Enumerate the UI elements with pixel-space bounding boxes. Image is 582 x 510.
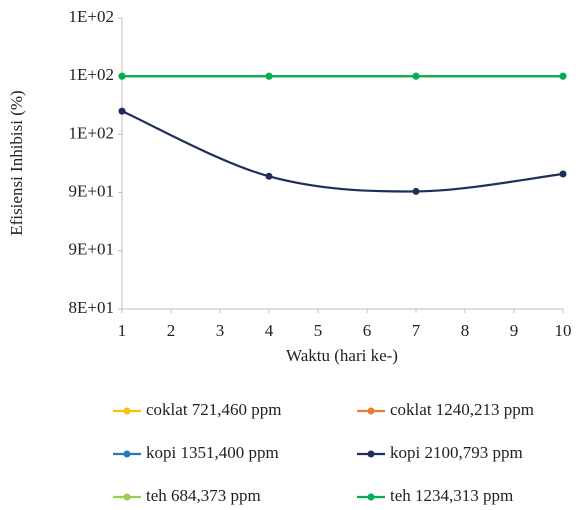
- y-tick-label: 1E+02: [69, 65, 114, 84]
- x-tick-label: 5: [314, 321, 323, 340]
- x-tick-label: 2: [167, 321, 176, 340]
- series-line: [121, 110, 564, 193]
- x-axis-label: Waktu (hari ke-): [286, 346, 398, 365]
- data-point: [265, 72, 273, 80]
- x-tick-label: 3: [216, 321, 225, 340]
- x-tick-label: 4: [265, 321, 274, 340]
- legend-label: teh 684,373 ppm: [146, 486, 261, 505]
- data-point: [412, 72, 420, 80]
- y-tick-label: 9E+01: [69, 182, 114, 201]
- data-point: [412, 187, 420, 195]
- x-tick-label: 8: [461, 321, 470, 340]
- legend-label: coklat 1240,213 ppm: [390, 400, 534, 419]
- legend-marker: [123, 407, 131, 415]
- y-axis-label: Efisiensi Inhibisi (%): [7, 90, 26, 235]
- legend-label: kopi 1351,400 ppm: [146, 443, 279, 462]
- y-tick-label: 1E+02: [69, 123, 114, 142]
- data-point: [265, 172, 273, 180]
- y-tick-label: 9E+01: [69, 240, 114, 259]
- data-point: [118, 72, 126, 80]
- data-point: [559, 72, 567, 80]
- x-tick-label: 1: [118, 321, 127, 340]
- legend-marker: [367, 407, 375, 415]
- y-tick-label: 8E+01: [69, 298, 114, 317]
- x-tick-label: 7: [412, 321, 421, 340]
- y-tick-label: 1E+02: [69, 7, 114, 26]
- data-point: [118, 107, 126, 115]
- legend-marker: [123, 493, 131, 501]
- x-tick-label: 6: [363, 321, 372, 340]
- legend-marker: [367, 493, 375, 501]
- data-point: [559, 170, 567, 178]
- x-tick-label: 9: [510, 321, 519, 340]
- x-tick-label: 10: [555, 321, 572, 340]
- legend-label: coklat 721,460 ppm: [146, 400, 282, 419]
- legend-marker: [367, 450, 375, 458]
- legend-marker: [123, 450, 131, 458]
- legend-label: teh 1234,313 ppm: [390, 486, 513, 505]
- legend-label: kopi 2100,793 ppm: [390, 443, 523, 462]
